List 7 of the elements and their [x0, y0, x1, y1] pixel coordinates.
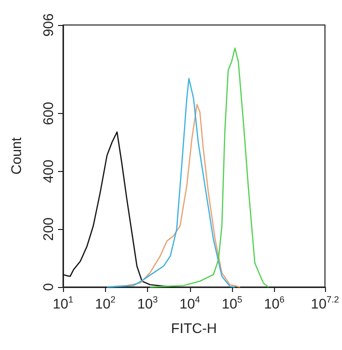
y-axis-title: Count — [8, 137, 24, 175]
x-axis-title: FITC-H — [171, 320, 217, 336]
y-tick-label: 600 — [40, 102, 56, 126]
y-tick-label: 0 — [40, 282, 56, 291]
y-tick-label: 906 — [40, 13, 56, 37]
y-tick-label: 400 — [40, 159, 56, 184]
y-tick-label: 200 — [40, 217, 56, 241]
